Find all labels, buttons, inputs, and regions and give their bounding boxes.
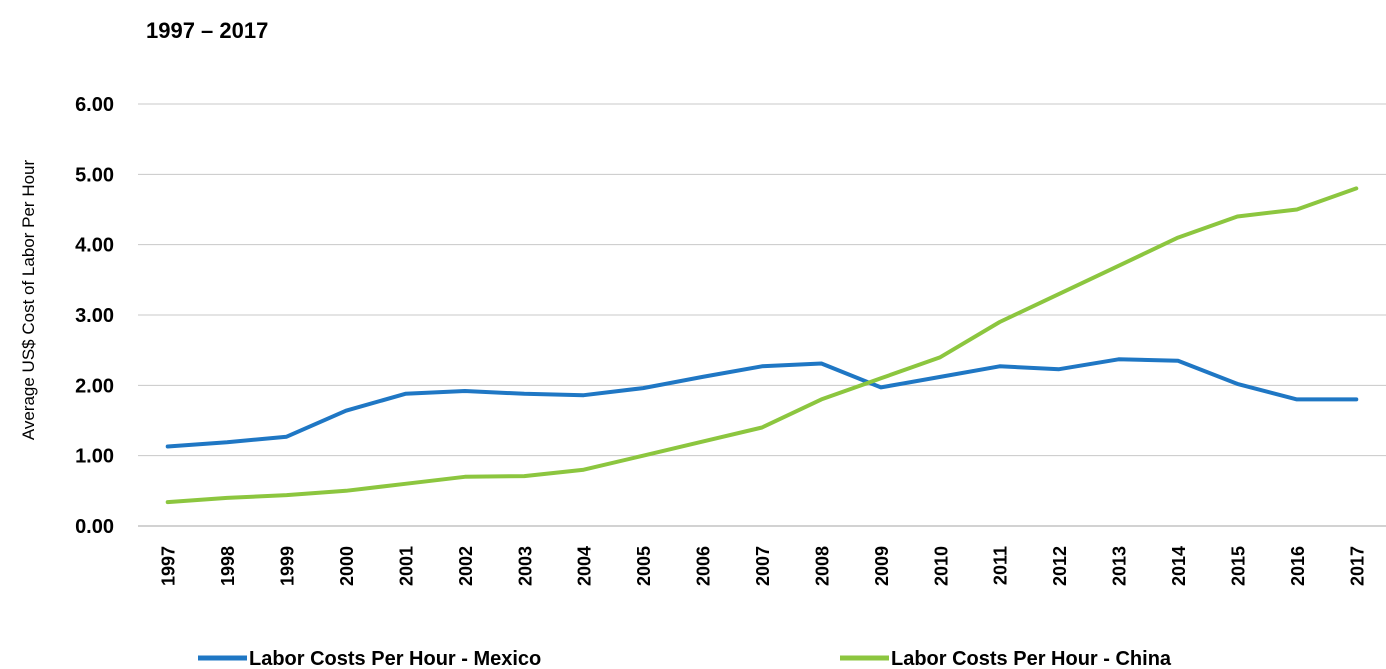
data-series (165, 186, 1359, 505)
y-tick-label: 4.00 (75, 235, 114, 257)
x-tick-label: 2000 (337, 546, 357, 586)
x-axis-ticks: 1997 1998 1999 2000 2001 2002 2003 2004 2005 2006… (159, 546, 1368, 586)
y-tick-label: 3.00 (75, 305, 114, 327)
x-tick-label: 2008 (812, 546, 832, 586)
y-tick-label: 0.00 (75, 516, 114, 538)
x-tick-label: 2015 (1228, 546, 1248, 586)
x-tick-label: 2006 (694, 546, 714, 586)
x-tick-label: 1997 (159, 546, 179, 586)
x-tick-label: 2003 (515, 546, 535, 586)
legend: Labor Costs Per Hour - Mexico Labor Costs… (198, 648, 1172, 669)
y-tick-label: 5.00 (75, 164, 114, 186)
y-tick-label: 1.00 (75, 446, 114, 468)
x-tick-label: 2004 (575, 546, 595, 586)
x-tick-label: 2001 (396, 546, 416, 586)
y-tick-label: 6.00 (75, 94, 114, 116)
legend-label-mexico: Labor Costs Per Hour - Mexico (249, 648, 541, 669)
x-tick-label: 1998 (218, 546, 238, 586)
y-tick-label: 2.00 (75, 375, 114, 397)
x-tick-label: 2011 (991, 546, 1011, 585)
x-tick-label: 2014 (1169, 546, 1189, 586)
x-tick-label: 2002 (456, 546, 476, 586)
y-axis-ticks: 0.00 1.00 2.00 3.00 4.00 5.00 6.00 (75, 94, 114, 538)
legend-label-china: Labor Costs Per Hour - China (891, 648, 1172, 669)
y-axis-label: Average US$ Cost of Labor Per Hour (19, 159, 38, 440)
x-tick-label: 1999 (278, 546, 298, 586)
x-tick-label: 2017 (1347, 546, 1367, 586)
series-line-china (165, 186, 1359, 505)
x-tick-label: 2016 (1288, 546, 1308, 586)
x-tick-label: 2007 (753, 546, 773, 586)
x-tick-label: 2010 (931, 546, 951, 586)
gridlines (138, 103, 1386, 527)
x-tick-label: 2009 (872, 546, 892, 586)
x-tick-label: 2005 (634, 546, 654, 586)
series-line-mexico (165, 357, 1359, 449)
chart-title: 1997 – 2017 (146, 18, 268, 43)
x-tick-label: 2013 (1110, 546, 1130, 586)
x-tick-label: 2012 (1050, 546, 1070, 586)
